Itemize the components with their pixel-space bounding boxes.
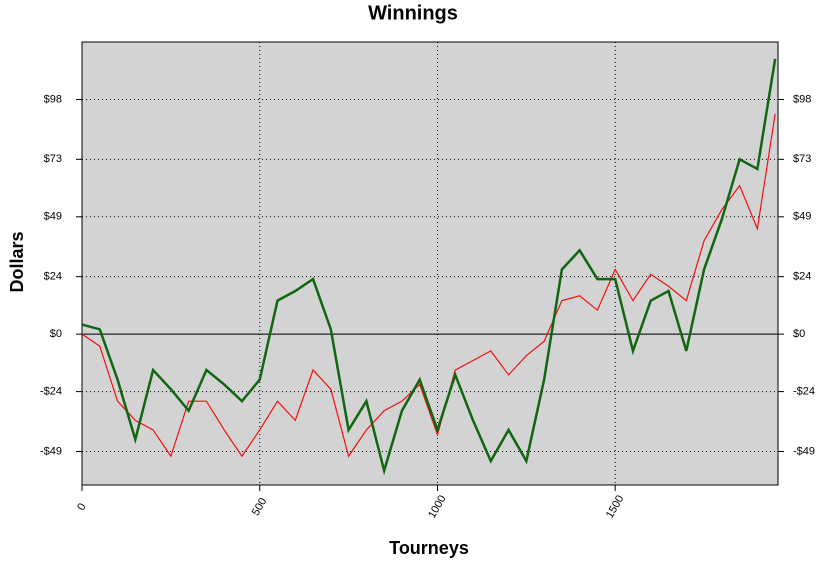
x-axis-label: Tourneys bbox=[389, 538, 469, 558]
x-tick-label: 1500 bbox=[604, 493, 627, 520]
y-tick-label-right: $0 bbox=[793, 328, 805, 340]
y-tick-label-right: $49 bbox=[793, 211, 811, 223]
y-tick-label: -$49 bbox=[40, 445, 62, 457]
series-line bbox=[81, 113, 776, 458]
x-tick-label: 1000 bbox=[426, 493, 449, 520]
y-tick-label-right: $24 bbox=[793, 271, 811, 283]
y-tick-label-right: -$24 bbox=[793, 386, 815, 398]
chart-title: Winnings bbox=[368, 2, 458, 24]
plot-area bbox=[81, 41, 779, 486]
y-tick-label-right: $73 bbox=[793, 153, 811, 165]
series-line bbox=[81, 58, 777, 476]
y-tick-label: -$24 bbox=[40, 386, 62, 398]
y-tick-label-right: -$49 bbox=[793, 445, 815, 457]
y-axis-label: Dollars bbox=[7, 231, 27, 292]
y-tick-label: $73 bbox=[44, 153, 62, 165]
y-tick-label-right: $98 bbox=[793, 93, 811, 105]
y-tick-label: $49 bbox=[44, 211, 62, 223]
y-tick-label: $24 bbox=[44, 271, 62, 283]
y-tick-label: $0 bbox=[50, 328, 62, 340]
y-tick-label: $98 bbox=[44, 93, 62, 105]
x-tick-label: 500 bbox=[250, 496, 270, 518]
x-tick-label: 0 bbox=[75, 501, 88, 512]
